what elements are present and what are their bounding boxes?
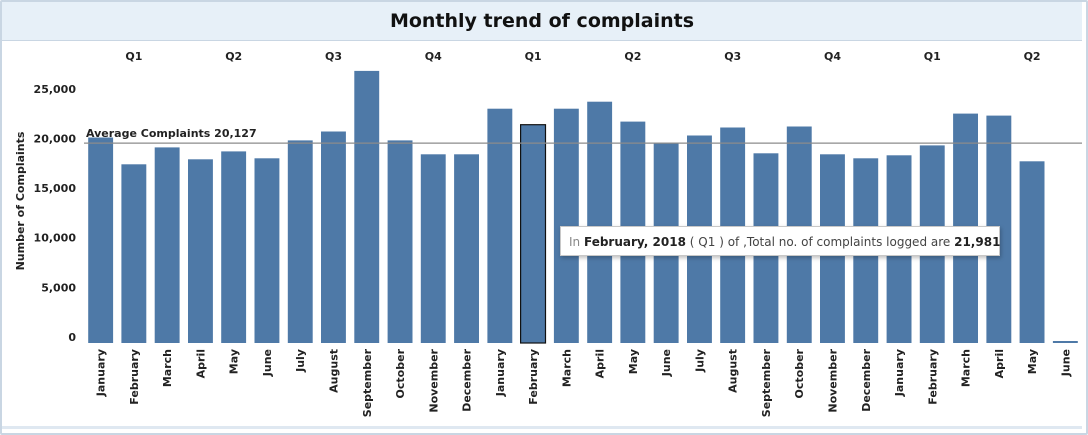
bar: [587, 101, 613, 343]
x-tick-label: April: [594, 349, 607, 378]
average-reference-label: Average Complaints 20,127: [86, 127, 257, 140]
y-tick-label: 25,000: [34, 83, 77, 96]
tooltip-middle: of ,Total no. of complaints logged are: [727, 235, 951, 249]
x-tick-label: July: [294, 349, 307, 373]
x-tick-label: April: [194, 349, 207, 378]
x-tick-label: November: [427, 348, 440, 412]
quarter-label: Q2: [225, 50, 242, 63]
x-tick-label: July: [693, 349, 706, 373]
bar: [188, 159, 213, 343]
quarter-label: Q1: [125, 50, 142, 63]
bar: [420, 154, 446, 343]
bar: [221, 151, 247, 343]
x-tick-label: August: [727, 349, 740, 393]
x-tick-label: February: [128, 349, 141, 405]
y-tick-label: 5,000: [41, 281, 76, 294]
bar: [321, 131, 346, 343]
x-tick-label: October: [793, 348, 806, 398]
tooltip: In February, 2018 ( Q1 ) of ,Total no. o…: [560, 226, 1000, 256]
x-tick-label: February: [527, 349, 540, 405]
x-tick-label: January: [893, 349, 906, 397]
x-tick-label: May: [627, 349, 640, 374]
x-tick-label: May: [228, 349, 241, 374]
y-tick-label: 15,000: [34, 182, 77, 195]
quarter-label: Q4: [425, 50, 442, 63]
x-tick-label: December: [461, 348, 474, 411]
bar: [1019, 161, 1045, 343]
x-tick-label: April: [993, 349, 1006, 378]
bar: [121, 164, 147, 343]
x-tick-label: June: [660, 349, 673, 377]
x-tick-label: September: [760, 348, 773, 417]
tooltip-prefix: In: [569, 235, 581, 249]
x-tick-label: March: [161, 349, 174, 387]
x-tick-label: March: [560, 349, 573, 387]
bar: [287, 140, 313, 343]
y-tick-label: 10,000: [34, 232, 77, 245]
bar: [387, 140, 413, 343]
tooltip-quarter: Q1: [698, 235, 716, 249]
bottom-border: [2, 426, 1082, 429]
title-bar: Monthly trend of complaints: [2, 2, 1082, 41]
quarter-label: Q1: [924, 50, 941, 63]
y-tick-label: 0: [68, 331, 76, 344]
tooltip-quarter-open: (: [689, 235, 695, 249]
tooltip-value: 21,981: [954, 235, 1001, 249]
x-tick-label: January: [494, 349, 507, 397]
bar: [88, 137, 114, 343]
x-tick-label: January: [95, 349, 108, 397]
tooltip-month: February, 2018: [583, 235, 686, 249]
tooltip-quarter-close: ): [719, 235, 724, 249]
x-tick-label: March: [960, 349, 973, 387]
bar: [354, 70, 380, 344]
bar: [154, 147, 180, 343]
quarter-label: Q4: [824, 50, 841, 63]
quarter-label: Q3: [724, 50, 741, 63]
quarter-label: Q1: [525, 50, 542, 63]
chart-title: Monthly trend of complaints: [389, 10, 695, 32]
y-tick-label: 20,000: [34, 132, 77, 145]
bar: [519, 124, 547, 344]
x-tick-label: February: [926, 349, 939, 405]
x-tick-label: December: [860, 348, 873, 411]
quarter-label: Q3: [325, 50, 342, 63]
bar: [454, 154, 479, 343]
x-tick-label: May: [1026, 349, 1039, 374]
x-tick-label: September: [361, 348, 374, 417]
x-tick-label: June: [261, 349, 274, 377]
x-tick-label: June: [1059, 349, 1072, 377]
quarter-label: Q2: [624, 50, 641, 63]
quarter-label: Q2: [1024, 50, 1041, 63]
x-tick-label: November: [827, 348, 840, 412]
bar: [487, 108, 513, 343]
bar: [553, 108, 579, 343]
x-tick-label: August: [328, 349, 341, 393]
y-axis-title: Number of Complaints: [14, 131, 27, 270]
bar: [254, 158, 280, 343]
x-tick-label: October: [394, 348, 407, 398]
bar: [1052, 341, 1078, 343]
